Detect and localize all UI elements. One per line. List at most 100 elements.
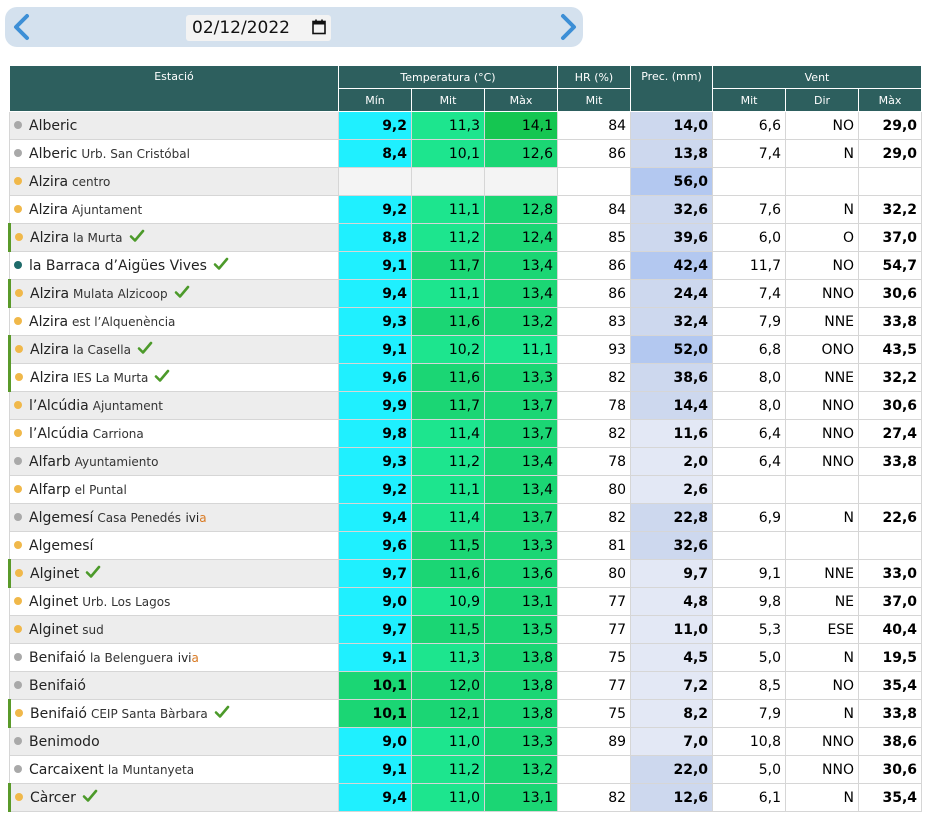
header-vent-mit[interactable]: Mit bbox=[712, 88, 787, 112]
station-cell[interactable]: Alzira centro bbox=[9, 167, 339, 196]
date-input[interactable]: 02/12/2022 bbox=[186, 15, 331, 41]
station-cell[interactable]: Algemesí bbox=[9, 531, 339, 560]
station-name: Alzira bbox=[30, 341, 70, 358]
station-cell[interactable]: la Barraca d’Aigües Vives bbox=[9, 251, 339, 280]
header-precipitacio[interactable]: Prec. (mm) bbox=[630, 65, 714, 112]
wind-max-cell: 35,4 bbox=[858, 783, 923, 812]
temp-mit-cell: 12,1 bbox=[411, 699, 485, 728]
station-location: Casa Penedés bbox=[97, 510, 181, 525]
station-cell[interactable]: Alberic bbox=[9, 111, 339, 140]
table-row[interactable]: Alfarp el Puntal 9,2 11,1 13,4 80 2,6 bbox=[9, 475, 923, 504]
station-cell[interactable]: Càrcer bbox=[8, 783, 339, 812]
table-row[interactable]: Alzira Mulata Alzicoop 9,4 11,1 13,4 86 24,4 7,… bbox=[8, 279, 923, 308]
table-row[interactable]: Benimodo 9,0 11,0 13,3 89 7,0 10,8 NNO 38,6 bbox=[9, 727, 923, 756]
temp-max-cell: 12,4 bbox=[483, 223, 559, 252]
table-row[interactable]: l’Alcúdia Carriona 9,8 11,4 13,7 82 11,6 6,4 NNO… bbox=[9, 419, 923, 448]
temp-mit-cell: 11,0 bbox=[411, 727, 485, 756]
wind-mit-cell: 5,0 bbox=[712, 755, 787, 784]
table-row[interactable]: Algemesí 9,6 11,5 13,3 81 32,6 bbox=[9, 531, 923, 560]
wind-mit-cell: 9,8 bbox=[712, 587, 787, 616]
previous-day-button[interactable] bbox=[9, 13, 35, 41]
temp-min-cell: 8,8 bbox=[338, 223, 412, 252]
humidity-cell: 84 bbox=[557, 195, 632, 224]
table-row[interactable]: Benifaió CEIP Santa Bàrbara 10,1 12,1 13,8 75… bbox=[8, 699, 923, 728]
station-location: Urb. Los Lagos bbox=[82, 594, 171, 609]
precipitation-cell: 13,8 bbox=[630, 139, 714, 168]
station-name: Alginet bbox=[29, 621, 79, 638]
station-status-dot bbox=[15, 344, 23, 353]
header-vent-dir[interactable]: Dir bbox=[785, 88, 860, 112]
table-row[interactable]: Alginet Urb. Los Lagos 9,0 10,9 13,1 77 4,8 9,8… bbox=[9, 587, 923, 616]
header-temp-max[interactable]: Màx bbox=[483, 88, 559, 112]
header-temp-min[interactable]: Mín bbox=[338, 88, 412, 112]
station-cell[interactable]: l’Alcúdia Carriona bbox=[9, 419, 339, 448]
table-row[interactable]: Alberic 9,2 11,3 14,1 84 14,0 6,6 NO 29,0 bbox=[9, 111, 923, 140]
table-row[interactable]: Càrcer 9,4 11,0 13,1 82 12,6 6,1 N 35,4 bbox=[8, 783, 923, 812]
header-vent-max[interactable]: Màx bbox=[858, 88, 923, 112]
humidity-cell: 82 bbox=[557, 783, 632, 812]
station-cell[interactable]: Alzira Ajuntament bbox=[9, 195, 339, 224]
header-hr-mit[interactable]: Mit bbox=[557, 88, 632, 112]
table-row[interactable]: Alzira est l’Alquenència 9,3 11,6 13,2 83 32,4… bbox=[9, 307, 923, 336]
station-cell[interactable]: Alzira la Casella bbox=[8, 335, 339, 364]
table-row[interactable]: Alzira la Casella 9,1 10,2 11,1 93 52,0 6,8 ONO 4… bbox=[8, 335, 923, 364]
precipitation-cell: 4,5 bbox=[630, 643, 714, 672]
table-row[interactable]: Alzira Ajuntament 9,2 11,1 12,8 84 32,6 7,6 N 32,… bbox=[9, 195, 923, 224]
wind-mit-cell: 7,4 bbox=[712, 139, 787, 168]
next-day-button[interactable] bbox=[555, 13, 581, 41]
calendar-icon[interactable] bbox=[312, 19, 326, 35]
station-cell[interactable]: Alginet Urb. Los Lagos bbox=[9, 587, 339, 616]
station-cell[interactable]: Benifaió bbox=[9, 671, 339, 700]
station-cell[interactable]: Alginet bbox=[8, 559, 339, 588]
station-name: Carcaixent bbox=[29, 761, 104, 778]
temp-max-cell: 13,3 bbox=[483, 727, 559, 756]
wind-dir-cell: NNO bbox=[785, 419, 860, 448]
table-row[interactable]: Alfarb Ayuntamiento 9,3 11,2 13,4 78 2,0 6,4 NNO… bbox=[9, 447, 923, 476]
table-row[interactable]: Alberic Urb. San Cristóbal 8,4 10,1 12,6 86 13… bbox=[9, 139, 923, 168]
temp-mit-cell: 11,6 bbox=[411, 307, 485, 336]
temp-min-cell: 9,7 bbox=[338, 615, 412, 644]
station-location: la Muntanyeta bbox=[107, 762, 195, 777]
wind-dir-cell: N bbox=[785, 139, 860, 168]
station-cell[interactable]: Alzira Mulata Alzicoop bbox=[8, 279, 339, 308]
station-status-dot bbox=[14, 204, 22, 213]
station-cell[interactable]: Alfarp el Puntal bbox=[9, 475, 339, 504]
temp-mit-cell: 11,4 bbox=[411, 503, 485, 532]
temp-min-cell: 9,3 bbox=[338, 307, 412, 336]
table-row[interactable]: Benifaió 10,1 12,0 13,8 77 7,2 8,5 NO 35,4 bbox=[9, 671, 923, 700]
station-cell[interactable]: Benimodo bbox=[9, 727, 339, 756]
station-cell[interactable]: Alfarb Ayuntamiento bbox=[9, 447, 339, 476]
humidity-cell: 77 bbox=[557, 587, 632, 616]
station-status-dot bbox=[14, 652, 22, 661]
table-row[interactable]: Alginet 9,7 11,6 13,6 80 9,7 9,1 NNE 33,0 bbox=[8, 559, 923, 588]
station-cell[interactable]: Carcaixent la Muntanyeta bbox=[9, 755, 339, 784]
station-cell[interactable]: Alginet sud bbox=[9, 615, 339, 644]
wind-mit-cell bbox=[712, 475, 787, 504]
table-row[interactable]: Alzira centro 56,0 bbox=[9, 167, 923, 196]
station-cell[interactable]: Alzira la Murta bbox=[8, 223, 339, 252]
station-cell[interactable]: Alzira est l’Alquenència bbox=[9, 307, 339, 336]
table-row[interactable]: Alzira IES La Murta 9,6 11,6 13,3 82 38,6 8,0 NN… bbox=[8, 363, 923, 392]
header-temp-mit[interactable]: Mit bbox=[411, 88, 485, 112]
station-status-dot bbox=[14, 512, 22, 521]
station-cell[interactable]: l’Alcúdia Ajuntament bbox=[9, 391, 339, 420]
table-row[interactable]: Benifaió la Belenguera ivia 9,1 11,3 13,8 75 4… bbox=[9, 643, 923, 672]
table-row[interactable]: Alzira la Murta 8,8 11,2 12,4 85 39,6 6,0 O 37,0 bbox=[8, 223, 923, 252]
table-row[interactable]: Carcaixent la Muntanyeta 9,1 11,2 13,2 22,0 5,… bbox=[9, 755, 923, 784]
humidity-cell: 83 bbox=[557, 307, 632, 336]
station-cell[interactable]: Alzira IES La Murta bbox=[8, 363, 339, 392]
verified-check-icon bbox=[213, 257, 229, 270]
header-estacio[interactable]: Estació bbox=[9, 65, 339, 112]
temp-mit-cell: 10,1 bbox=[411, 139, 485, 168]
table-row[interactable]: Alginet sud 9,7 11,5 13,5 77 11,0 5,3 ESE 40,4 bbox=[9, 615, 923, 644]
table-row[interactable]: Algemesí Casa Penedés ivia 9,4 11,4 13,7 82 22… bbox=[9, 503, 923, 532]
station-cell[interactable]: Benifaió CEIP Santa Bàrbara bbox=[8, 699, 339, 728]
humidity-cell: 86 bbox=[557, 279, 632, 308]
temp-max-cell: 13,2 bbox=[483, 307, 559, 336]
station-cell[interactable]: Benifaió la Belenguera ivia bbox=[9, 643, 339, 672]
table-row[interactable]: l’Alcúdia Ajuntament 9,9 11,7 13,7 78 14,4 8,0 N… bbox=[9, 391, 923, 420]
temp-max-cell: 11,1 bbox=[483, 335, 559, 364]
station-cell[interactable]: Alberic Urb. San Cristóbal bbox=[9, 139, 339, 168]
table-row[interactable]: la Barraca d’Aigües Vives 9,1 11,7 13,4 86 42… bbox=[9, 251, 923, 280]
station-cell[interactable]: Algemesí Casa Penedés ivia bbox=[9, 503, 339, 532]
